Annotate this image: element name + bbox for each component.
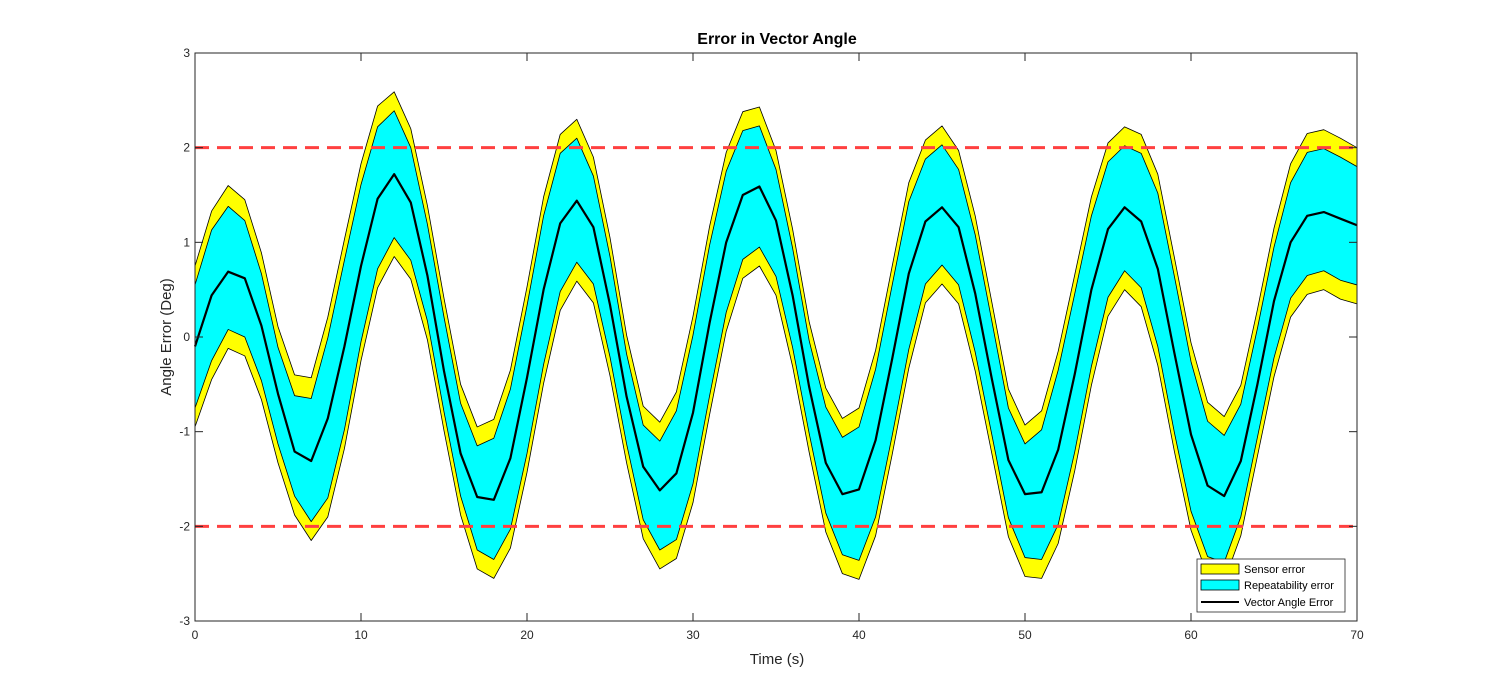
y-axis-label: Angle Error (Deg) — [158, 278, 175, 396]
vector-angle-error-line — [193, 173, 1358, 501]
x-tick-label-20: 20 — [520, 628, 534, 642]
plot-area — [193, 91, 1358, 582]
repeatability-error-band — [194, 110, 1358, 563]
y-tick-label-3: 3 — [183, 46, 190, 60]
x-tick-label-50: 50 — [1018, 628, 1032, 642]
y-tick-label-2: 2 — [183, 141, 190, 155]
y-tick-label--1: -1 — [179, 425, 190, 439]
x-tick-label-60: 60 — [1184, 628, 1198, 642]
x-tick-label-40: 40 — [852, 628, 866, 642]
legend-label-repeatability-error: Repeatability error — [1244, 580, 1334, 592]
legend: Sensor error Repeatability error Vector … — [1196, 558, 1346, 613]
x-tick-label-70: 70 — [1350, 628, 1364, 642]
y-tick-label-0: 0 — [183, 330, 190, 344]
axis-ticks: 0 10 20 30 40 50 60 70 -3 -2 -1 0 1 2 3 — [179, 46, 1364, 642]
y-tick-label--2: -2 — [179, 519, 190, 533]
y-tick-label-1: 1 — [183, 235, 190, 249]
legend-label-vector-angle-error: Vector Angle Error — [1244, 597, 1334, 609]
x-axis-label: Time (s) — [750, 651, 804, 668]
legend-label-sensor-error: Sensor error — [1244, 564, 1305, 576]
x-tick-label-0: 0 — [192, 628, 199, 642]
chart-title: Error in Vector Angle — [697, 31, 857, 48]
legend-swatch-repeatability-error — [1200, 579, 1240, 591]
legend-swatch-sensor-error — [1200, 563, 1240, 575]
x-tick-label-10: 10 — [354, 628, 368, 642]
y-tick-label--3: -3 — [179, 614, 190, 628]
x-tick-label-30: 30 — [686, 628, 700, 642]
